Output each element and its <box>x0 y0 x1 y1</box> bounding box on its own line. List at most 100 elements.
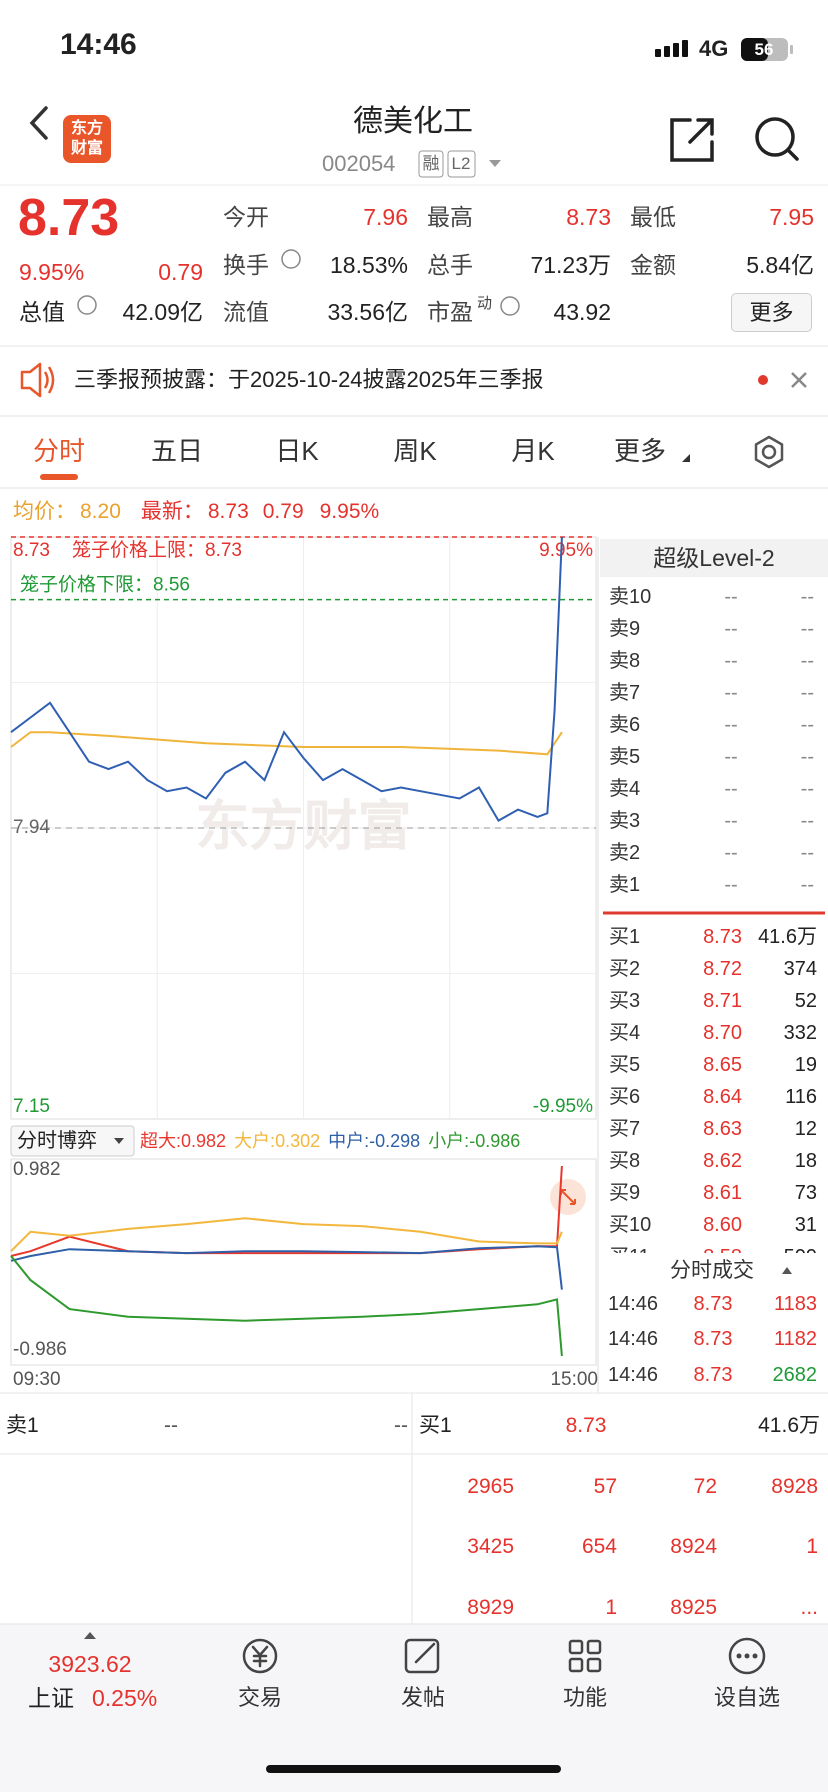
price-line <box>10 536 563 822</box>
tab[interactable]: 月K <box>511 436 555 467</box>
change: 0.79 <box>158 258 203 285</box>
field-label: 市盈 <box>427 298 473 325</box>
order-queue-cell: 654 <box>581 1535 617 1559</box>
bid-price: 8.65 <box>703 1053 742 1076</box>
nav-item[interactable]: 功能 <box>562 1685 608 1711</box>
field-value: 18.53% <box>329 251 408 278</box>
level2-header-bg <box>600 539 828 577</box>
bid-price: 8.63 <box>703 1117 742 1140</box>
bid-price: 8.70 <box>703 1021 742 1044</box>
avg-price-line <box>10 731 563 756</box>
flow-legend-name: 大户: <box>234 1130 276 1151</box>
order-queue-cell: 57 <box>593 1474 617 1498</box>
flow-legend-name: 小户: <box>428 1130 470 1151</box>
bid-label: 买3 <box>609 989 641 1012</box>
pct-tick-label: -9.95% <box>533 1096 593 1117</box>
y-tick-label: 8.73 <box>13 540 50 561</box>
unread-dot <box>758 375 768 385</box>
flow-y-tick-label: -0.986 <box>13 1339 67 1360</box>
share-button[interactable] <box>670 118 714 162</box>
index-name: 上证 <box>28 1684 74 1711</box>
bid-price: 8.62 <box>703 1149 742 1172</box>
field-label-sup: 动 <box>477 295 493 313</box>
ask-price: -- <box>724 649 738 672</box>
bid-label: 买4 <box>609 1021 641 1044</box>
badge-box <box>447 150 476 178</box>
field-label: 总值 <box>19 298 65 325</box>
flow-title[interactable]: 分时博弈 <box>17 1129 97 1152</box>
ask-price: -- <box>724 713 738 736</box>
tab[interactable]: 周K <box>393 436 437 467</box>
active-tab-underline <box>40 474 78 480</box>
tab[interactable]: 日K <box>275 436 319 467</box>
flow-selector-arrow <box>114 1138 124 1144</box>
stock-code: 002054 <box>322 151 396 177</box>
ask-label: 卖8 <box>609 649 641 672</box>
ask-volume: -- <box>800 841 814 864</box>
more-dots <box>736 1653 758 1659</box>
flow-selector[interactable] <box>10 1125 135 1157</box>
network-type: 4G <box>699 36 729 62</box>
field-value: 7.95 <box>769 203 814 230</box>
bid-volume: 31 <box>794 1213 817 1236</box>
trade-volume: 1182 <box>773 1328 817 1350</box>
field-value: 42.09亿 <box>122 298 203 325</box>
order-queue-cell: 2965 <box>467 1474 514 1498</box>
index-value[interactable]: 3923.62 <box>48 1650 132 1677</box>
badge-box <box>418 150 444 178</box>
bid-volume: 73 <box>794 1181 817 1204</box>
field-value: 5.84亿 <box>746 251 814 278</box>
field-value: 71.23万 <box>530 251 611 278</box>
trade-price: 8.73 <box>693 1328 733 1350</box>
ask-price: -- <box>724 809 738 832</box>
back-button[interactable] <box>29 106 48 140</box>
bid-price: 8.64 <box>703 1085 742 1108</box>
tab[interactable]: 分时 <box>32 436 86 467</box>
bid-price: 8.73 <box>703 925 742 948</box>
nav-item[interactable]: 设自选 <box>713 1685 781 1711</box>
y-tick-label: 7.15 <box>13 1096 50 1117</box>
bid-label: 买8 <box>609 1149 641 1172</box>
bid-price: 8.71 <box>703 989 742 1012</box>
settings-button[interactable] <box>754 435 784 469</box>
index-change: 0.25% <box>92 1684 158 1711</box>
nav-icons <box>242 1637 766 1675</box>
pct-tick-label: 9.95% <box>539 540 593 561</box>
order-queue-cell: 1 <box>605 1595 617 1619</box>
search-button[interactable] <box>755 117 799 161</box>
ask-volume: -- <box>800 585 814 608</box>
ask-label: 卖3 <box>609 809 641 832</box>
logo-text: 财富 <box>70 139 104 157</box>
more-button[interactable]: 更多 <box>731 293 812 332</box>
notice-text: 三季报预披露：于2025-10-24披露2025年三季报 <box>74 367 544 393</box>
ask-volume: -- <box>800 777 814 800</box>
bid-label: 买1 <box>609 925 641 948</box>
ask-label: 卖5 <box>609 745 641 768</box>
field-label: 最高 <box>427 203 473 230</box>
ask-price: -- <box>724 617 738 640</box>
x-tick-label: 15:00 <box>550 1369 598 1390</box>
nav-item[interactable]: 交易 <box>237 1685 283 1711</box>
tab[interactable]: 更多 <box>613 436 667 467</box>
nav-item[interactable]: 发帖 <box>400 1685 446 1711</box>
order-label: 买1 <box>419 1413 452 1437</box>
tab[interactable]: 五日 <box>150 436 204 467</box>
ask-label: 卖9 <box>609 617 641 640</box>
flow-line <box>10 1245 563 1290</box>
field-label: 换手 <box>223 251 269 278</box>
flow-legend-value: -0.986 <box>469 1130 521 1151</box>
info-last-label: 最新： <box>140 499 204 523</box>
dropdown-arrow[interactable] <box>489 160 501 167</box>
ask-price: -- <box>724 841 738 864</box>
field-value: 8.73 <box>566 203 611 230</box>
order-queue-cell: 8925 <box>670 1595 717 1619</box>
ask-price: -- <box>724 745 738 768</box>
ask-label: 卖7 <box>609 681 641 704</box>
ask-volume: -- <box>800 649 814 672</box>
close-button[interactable] <box>791 372 807 388</box>
order-queue-cell: 1 <box>806 1535 818 1559</box>
bid-volume: 374 <box>783 957 817 980</box>
bid-label: 买2 <box>609 957 641 980</box>
field-label: 流值 <box>223 298 269 325</box>
